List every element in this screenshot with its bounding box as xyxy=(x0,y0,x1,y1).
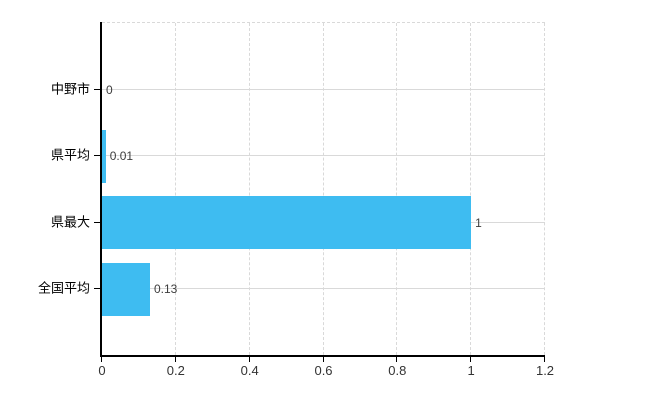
vertical-gridline xyxy=(544,23,545,355)
category-label: 中野市 xyxy=(50,81,90,97)
y-axis-line xyxy=(100,22,102,355)
x-axis-tick-mark xyxy=(470,357,472,362)
x-axis-tick-mark xyxy=(396,357,398,362)
vertical-gridline xyxy=(174,23,176,355)
y-axis-tick-mark xyxy=(94,88,100,90)
x-axis-tick-mark xyxy=(101,357,102,362)
category-label: 県平均 xyxy=(50,147,90,163)
x-axis-tick-mark xyxy=(248,357,250,362)
bar-2 xyxy=(102,129,106,183)
bar-value-label: 0 xyxy=(106,82,113,97)
x-axis-tick-label: 0 xyxy=(98,363,106,378)
horizontal-gridline xyxy=(102,288,545,290)
y-axis-tick-mark xyxy=(94,288,100,290)
vertical-gridline xyxy=(248,23,250,355)
horizontal-gridline xyxy=(102,155,545,157)
x-axis-tick-mark xyxy=(174,357,176,362)
x-axis-tick-label: 0.2 xyxy=(166,363,185,378)
bar-value-label: 0.13 xyxy=(153,282,178,297)
bar-value-label: 1 xyxy=(475,215,482,230)
vertical-gridline xyxy=(322,23,324,355)
bar-value-label: 0.01 xyxy=(109,149,134,164)
x-axis-tick-mark xyxy=(544,357,545,362)
bar-4 xyxy=(102,262,150,316)
category-label: 県最大 xyxy=(50,214,90,230)
x-axis-tick-label: 0.6 xyxy=(314,363,333,378)
vertical-gridline xyxy=(470,23,472,355)
plot-area: 0 0.01 1 0.13 xyxy=(102,22,545,355)
horizontal-gridline xyxy=(102,88,545,90)
y-axis-tick-mark xyxy=(94,155,100,157)
x-axis-line xyxy=(100,355,545,357)
x-axis-tick-label: 1.2 xyxy=(535,363,555,378)
x-axis-tick-mark xyxy=(322,357,324,362)
x-axis-tick-label: 0.4 xyxy=(240,363,259,378)
x-axis-tick-label: 1 xyxy=(467,363,475,378)
y-axis-tick-mark xyxy=(94,221,100,223)
category-label: 全国平均 xyxy=(37,280,90,296)
bar-3 xyxy=(102,196,472,250)
vertical-gridline xyxy=(396,23,398,355)
x-axis-tick-label: 0.8 xyxy=(388,363,407,378)
